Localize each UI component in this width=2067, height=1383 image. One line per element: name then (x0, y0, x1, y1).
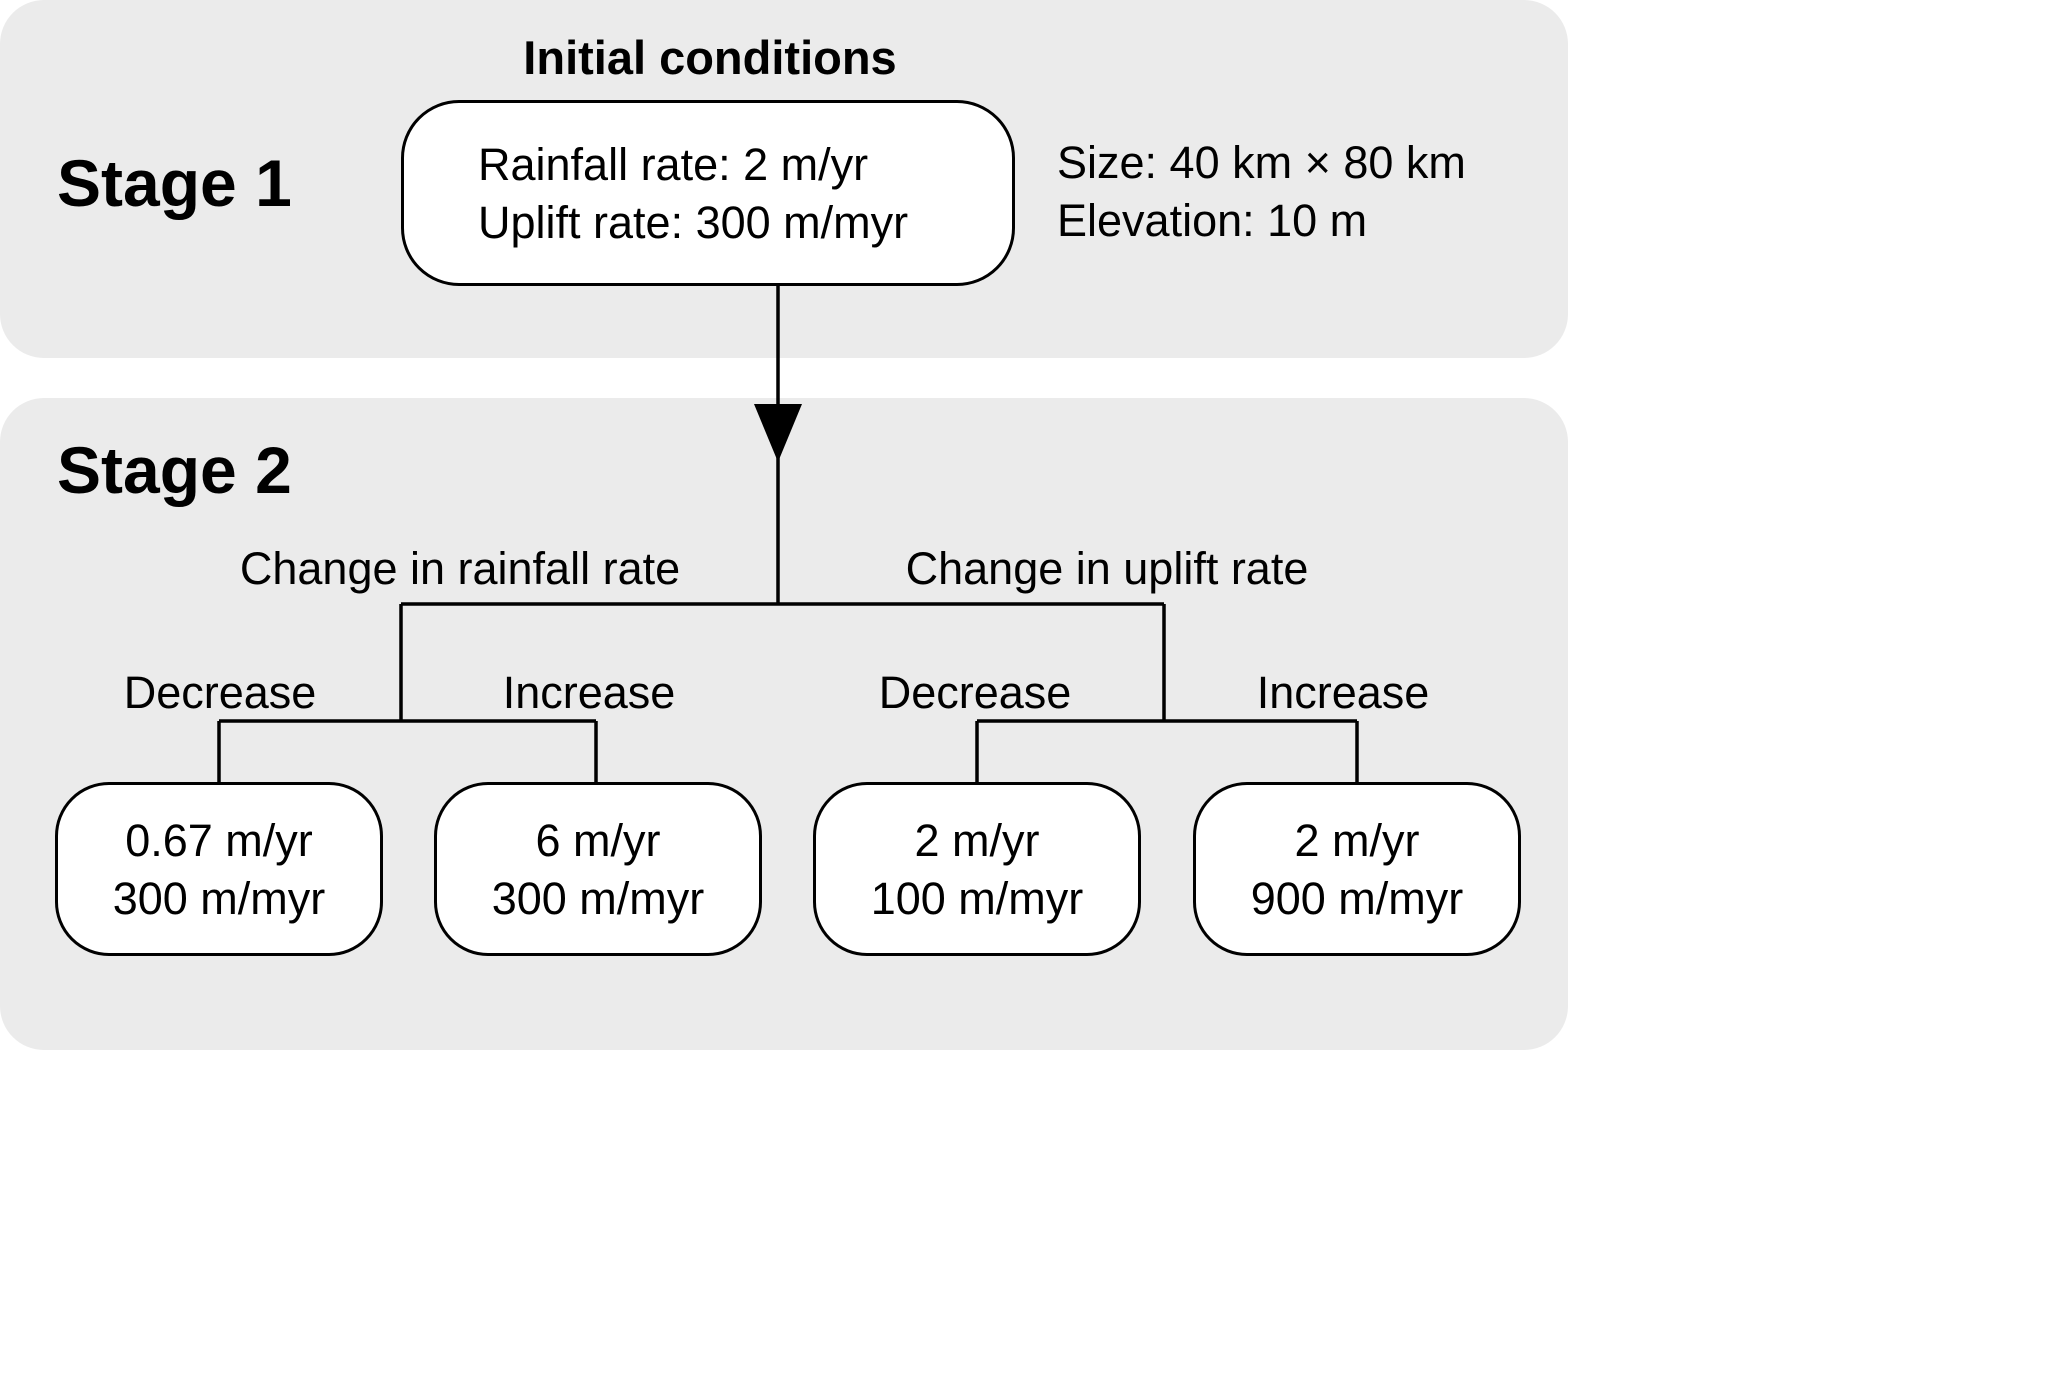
stage-1-title: Stage 1 (57, 146, 292, 220)
rainfall-increase-box: 6 m/yr 300 m/myr (434, 782, 762, 956)
domain-elevation: Elevation: 10 m (1057, 195, 1368, 246)
rainfall-decrease-box: 0.67 m/yr 300 m/myr (55, 782, 383, 956)
rainfall-decrease-label: Decrease (123, 667, 317, 718)
uplift-increase-label: Increase (1256, 667, 1430, 718)
uplift-increase-box: 2 m/yr 900 m/myr (1193, 782, 1521, 956)
connector-lines (217, 286, 1359, 782)
domain-size: Size: 40 km × 80 km (1057, 137, 1466, 188)
leaf-rainfall-rate: 6 m/yr (535, 815, 661, 866)
initial-conditions-heading: Initial conditions (523, 31, 897, 84)
uplift-change-label: Change in uplift rate (905, 543, 1309, 594)
leaf-uplift-rate: 100 m/myr (870, 873, 1084, 924)
flow-diagram: Stage 1 Initial conditions Rainfall rate… (0, 0, 1568, 1050)
rainfall-change-label: Change in rainfall rate (239, 543, 681, 594)
initial-uplift-rate: Uplift rate: 300 m/myr (478, 197, 909, 248)
leaf-rainfall-rate: 2 m/yr (914, 815, 1040, 866)
stage-2-title: Stage 2 (57, 433, 292, 507)
initial-conditions-box: Rainfall rate: 2 m/yr Uplift rate: 300 m… (401, 100, 1015, 286)
domain-info: Size: 40 km × 80 km Elevation: 10 m (1057, 134, 1466, 250)
down-arrow-icon (754, 404, 802, 462)
initial-rainfall-rate: Rainfall rate: 2 m/yr (478, 139, 869, 190)
leaf-uplift-rate: 300 m/myr (112, 873, 326, 924)
leaf-rainfall-rate: 0.67 m/yr (125, 815, 313, 866)
leaf-uplift-rate: 900 m/myr (1250, 873, 1464, 924)
uplift-decrease-box: 2 m/yr 100 m/myr (813, 782, 1141, 956)
rainfall-increase-label: Increase (502, 667, 676, 718)
uplift-decrease-label: Decrease (878, 667, 1072, 718)
leaf-uplift-rate: 300 m/myr (491, 873, 705, 924)
leaf-rainfall-rate: 2 m/yr (1294, 815, 1420, 866)
